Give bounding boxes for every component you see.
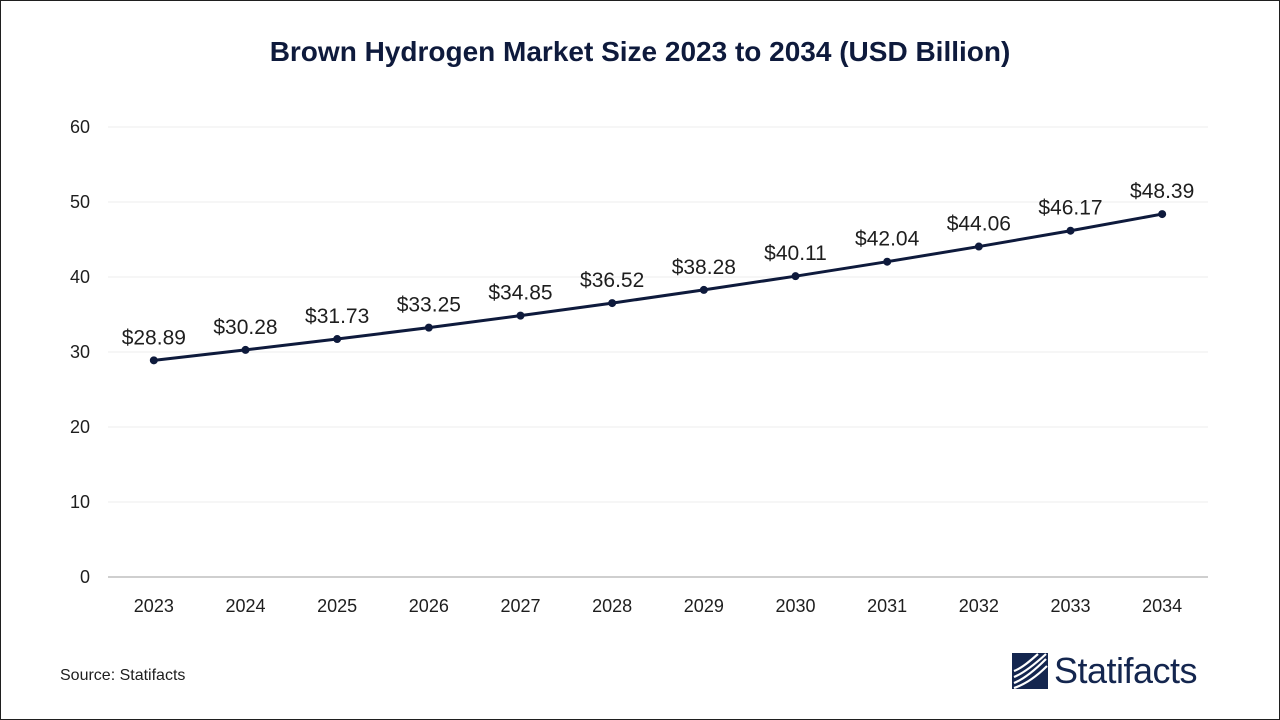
data-points [149, 210, 1167, 365]
x-tick-label: 2024 [225, 596, 265, 616]
data-label: $48.39 [1130, 180, 1194, 203]
x-tick-label: 2033 [1050, 596, 1090, 616]
brand-logo: Statifacts [1012, 650, 1198, 691]
data-label: $28.89 [122, 326, 186, 349]
data-label: $30.28 [213, 316, 277, 339]
data-point [241, 345, 250, 354]
data-label: $44.06 [947, 213, 1011, 236]
y-tick-label: 10 [70, 492, 90, 512]
data-label: $46.17 [1038, 197, 1102, 220]
data-label: $33.25 [397, 294, 461, 317]
source-note: Source: Statifacts [60, 667, 186, 684]
data-point [974, 242, 983, 251]
data-label: $40.11 [764, 242, 827, 265]
data-label: $42.04 [855, 228, 920, 251]
data-point [333, 335, 342, 344]
data-labels: $28.89 $30.28 $31.73 $33.25 $34.85 $36.52 $38.… [122, 180, 1195, 349]
grid-lines [108, 126, 1208, 503]
x-tick-label: 2028 [592, 596, 632, 616]
y-tick-label: 20 [70, 417, 90, 437]
x-tick-label: 2032 [959, 596, 999, 616]
data-point [424, 323, 433, 332]
data-point [699, 285, 708, 294]
statifacts-logo-icon [1012, 653, 1048, 689]
x-tick-label: 2034 [1142, 596, 1182, 616]
data-point [516, 311, 525, 320]
data-point [1066, 226, 1075, 235]
x-tick-label: 2023 [134, 596, 174, 616]
data-point [791, 272, 800, 281]
brand-name: Statifacts [1054, 650, 1198, 691]
series-line [153, 212, 1163, 362]
y-tick-label: 40 [70, 267, 90, 287]
chart-title: Brown Hydrogen Market Size 2023 to 2034 … [269, 36, 1011, 67]
data-point [149, 356, 158, 365]
y-tick-label: 0 [80, 567, 90, 587]
y-tick-label: 60 [70, 117, 90, 137]
y-tick-label: 30 [70, 342, 90, 362]
data-label: $38.28 [672, 256, 736, 279]
x-tick-label: 2026 [409, 596, 449, 616]
data-point [883, 257, 892, 266]
y-tick-label: 50 [70, 192, 90, 212]
data-label: $36.52 [580, 269, 644, 292]
x-tick-label: 2025 [317, 596, 357, 616]
x-tick-label: 2030 [775, 596, 815, 616]
data-label: $31.73 [305, 305, 369, 328]
x-tick-label: 2031 [867, 596, 907, 616]
data-label: $34.85 [488, 282, 552, 305]
series-line-path [153, 212, 1163, 362]
x-tick-label: 2027 [500, 596, 540, 616]
data-point [1158, 210, 1167, 219]
data-point [608, 299, 617, 308]
x-tick-label: 2029 [684, 596, 724, 616]
